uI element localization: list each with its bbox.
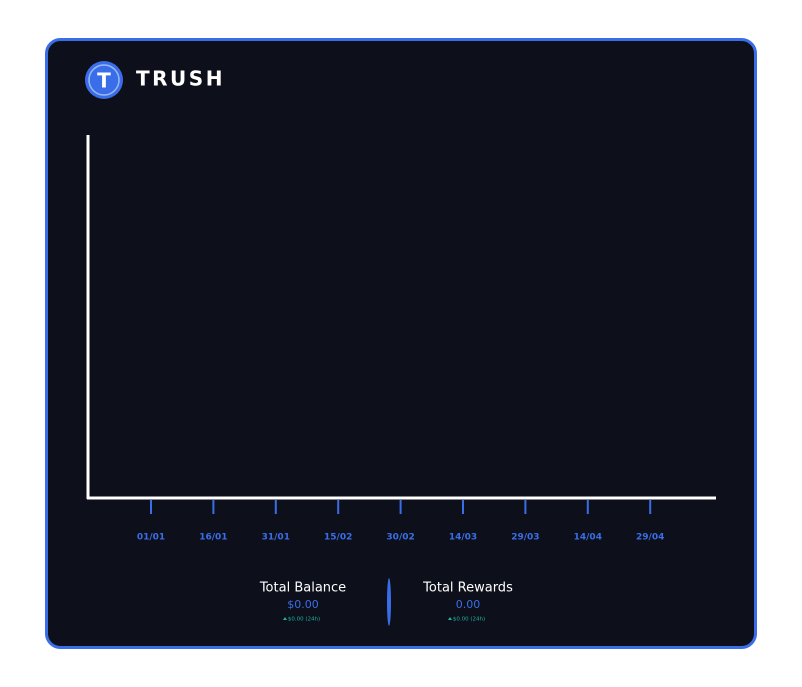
- stat-change: $0.00 (24h): [453, 617, 485, 623]
- logo-circle: [85, 61, 123, 99]
- x-tick-label: 16/01: [199, 533, 227, 543]
- logo-letter: T: [97, 69, 111, 93]
- x-tick-label: 01/01: [137, 533, 165, 543]
- x-tick-label: 29/03: [511, 533, 539, 543]
- x-tick-label: 14/04: [574, 533, 602, 543]
- stat-label: Total Rewards: [422, 581, 513, 596]
- stat-value: $0.00: [287, 598, 319, 611]
- brand-name[interactable]: TRUSH: [136, 67, 225, 91]
- change-arrow: [448, 617, 452, 620]
- x-ticks: 01/01 16/01 31/01 15/02 30/02 14/03 29/03 14/04…: [137, 500, 664, 543]
- logo-ring: [88, 64, 120, 96]
- stat-value: 0.00: [456, 598, 481, 611]
- x-tick-label: 14/03: [449, 533, 477, 543]
- x-tick-label: 29/04: [636, 533, 664, 543]
- change-arrow: [283, 617, 287, 620]
- divider: [387, 578, 391, 626]
- card: [45, 38, 757, 649]
- stat-change: $0.00 (24h): [288, 617, 320, 623]
- x-tick-label: 31/01: [262, 533, 290, 543]
- x-tick-label: 30/02: [386, 533, 414, 543]
- x-tick-label: 15/02: [324, 533, 352, 543]
- stats: Total Balance $0.00 $0.00 (24h) Total Rewar…: [259, 581, 513, 623]
- stat-label: Total Balance: [259, 581, 346, 596]
